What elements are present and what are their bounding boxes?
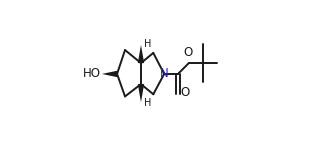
Text: H: H <box>144 39 152 49</box>
Polygon shape <box>138 45 144 63</box>
Text: O: O <box>180 86 190 99</box>
Polygon shape <box>102 71 117 77</box>
Text: N: N <box>160 67 168 80</box>
Text: H: H <box>144 98 152 108</box>
Text: O: O <box>183 46 193 59</box>
Text: HO: HO <box>83 67 101 80</box>
Polygon shape <box>138 84 144 102</box>
